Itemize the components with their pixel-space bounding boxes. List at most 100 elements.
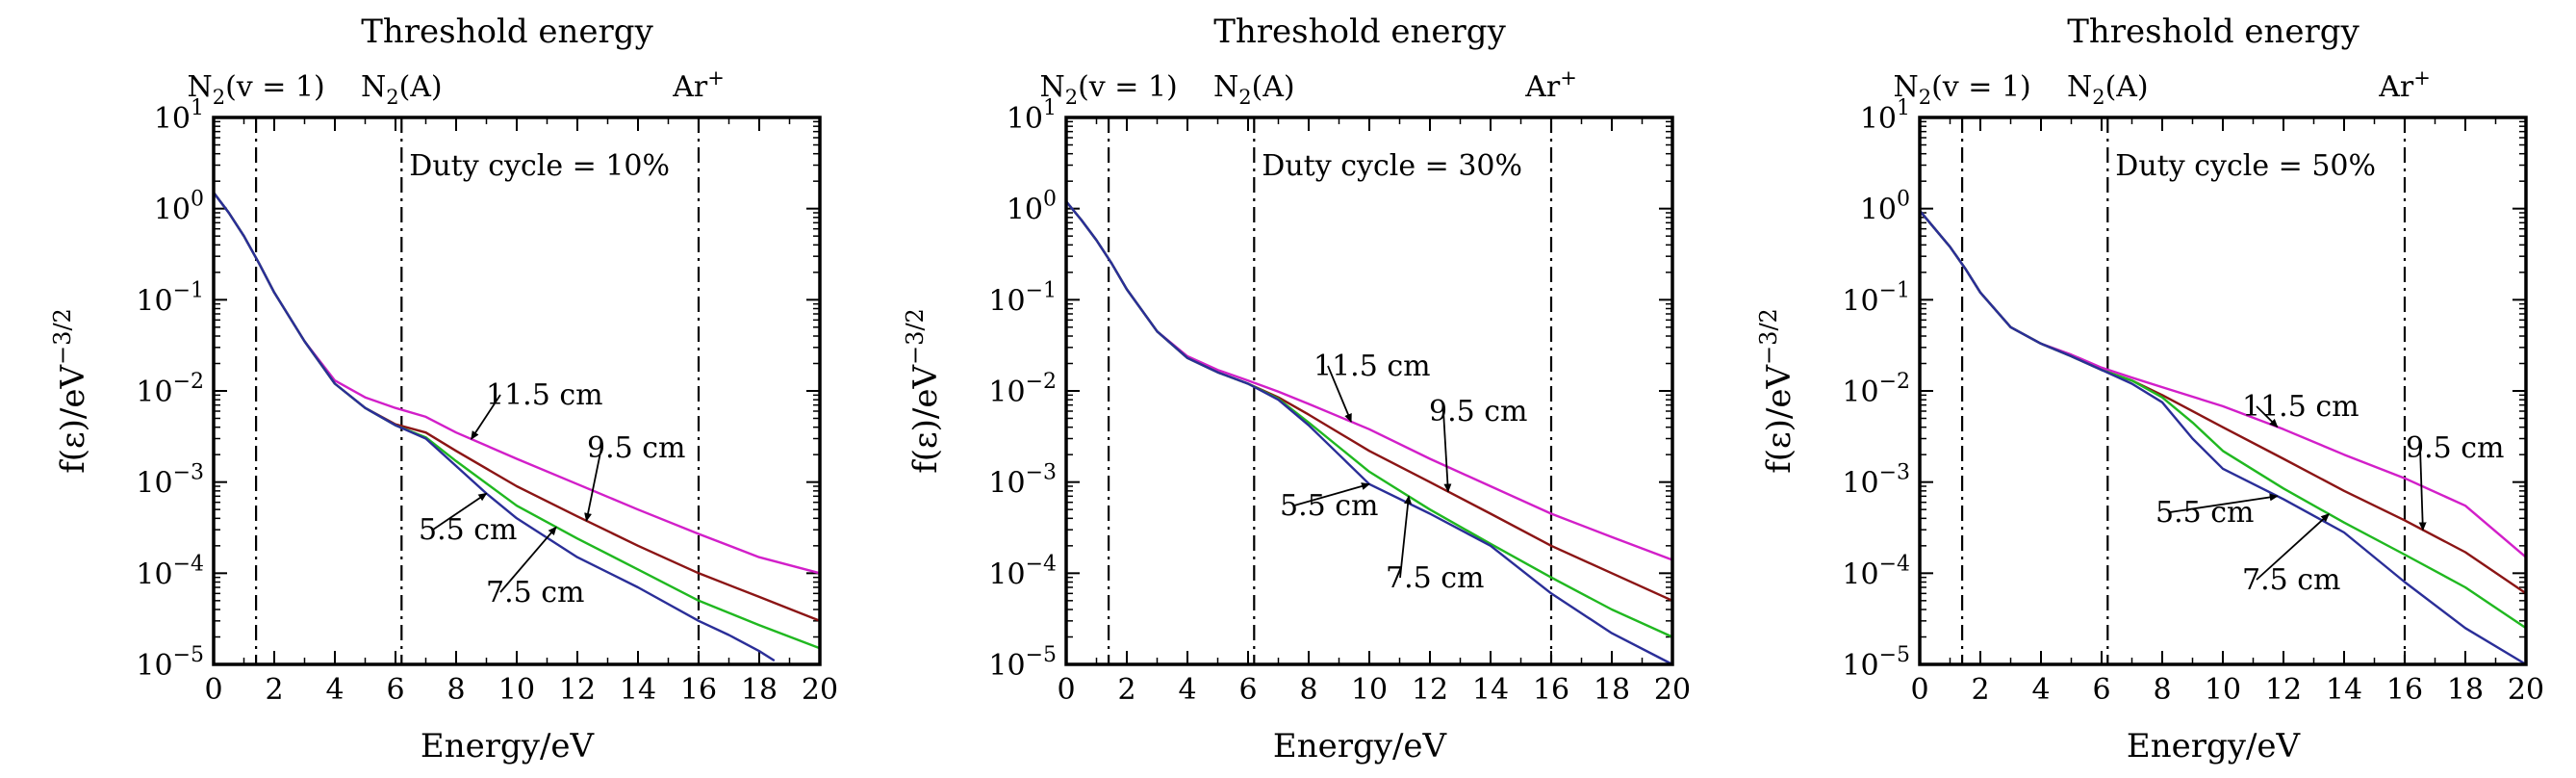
y-tick-label: 10−2 (1842, 370, 1910, 409)
series-label: 11.5 cm (2242, 390, 2359, 424)
y-tick-label: 10−1 (1842, 278, 1910, 318)
x-tick-label: 8 (1299, 673, 1317, 707)
threshold-label: Ar+ (2378, 66, 2431, 104)
plot-frame (212, 116, 822, 666)
x-tick-label: 14 (620, 673, 656, 707)
y-tick-label: 101 (154, 96, 204, 136)
label-arrow (1327, 365, 1352, 423)
x-tick-label: 4 (2031, 673, 2050, 707)
label-arrow (584, 447, 602, 522)
y-tick-label: 100 (154, 188, 204, 227)
y-tick-label: 10−3 (136, 461, 204, 501)
label-arrow (470, 394, 501, 440)
threshold-label: Ar+ (1524, 66, 1577, 104)
label-arrow (1399, 495, 1413, 579)
top-title: Threshold energy (361, 13, 653, 51)
series-label: 9.5 cm (1429, 395, 1528, 428)
x-tick-label: 0 (204, 673, 222, 707)
y-tick-label: 10−5 (136, 643, 204, 683)
y-tick-label: 10−1 (988, 278, 1057, 318)
label-arrow (2256, 405, 2279, 428)
x-tick-label: 10 (2205, 673, 2241, 707)
duty-cycle-annotation: Duty cycle = 50% (2115, 149, 2376, 183)
x-tick-label: 14 (2326, 673, 2362, 707)
x-tick-label: 16 (2386, 673, 2423, 707)
y-tick-label: 10−1 (136, 278, 204, 318)
duty-cycle-annotation: Duty cycle = 30% (1262, 149, 1522, 183)
y-tick-label: 10−4 (1842, 552, 1910, 591)
series-line-7-5-cm (1919, 210, 2527, 630)
x-tick-label: 6 (1238, 673, 1257, 707)
y-tick-label: 101 (1860, 96, 1910, 136)
threshold-label: N2(A) (1213, 70, 1295, 109)
x-tick-label: 8 (446, 673, 465, 707)
x-tick-label: 18 (741, 673, 778, 707)
x-tick-label: 12 (559, 673, 596, 707)
y-tick-label: 10−4 (988, 552, 1057, 591)
series-label: 11.5 cm (486, 378, 603, 412)
x-tick-label: 16 (680, 673, 717, 707)
threshold-label: N2(v = 1) (187, 70, 324, 109)
y-tick-label: 100 (1007, 188, 1057, 227)
duty-cycle-annotation: Duty cycle = 10% (409, 149, 670, 183)
series-label: 7.5 cm (1386, 561, 1485, 595)
panel-3: 0 2 4 6 8 10 12 14 16 18 20 101 100 10−1 10−2 10−3 10−4 1… (1755, 13, 2544, 765)
series-label: 11.5 cm (1314, 350, 1431, 383)
panel-2: 0 2 4 6 8 10 12 14 16 18 20 101 100 10−1 10−2 10−3 10−4 1… (902, 13, 1691, 765)
x-tick-label: 10 (1351, 673, 1388, 707)
y-tick-label: 101 (1007, 96, 1057, 136)
series-line-5-5-cm (1065, 200, 1673, 666)
series-label: 7.5 cm (2242, 563, 2341, 597)
y-tick-label: 10−2 (988, 370, 1057, 409)
threshold-label: N2(A) (361, 70, 443, 109)
threshold-label: N2(A) (2067, 70, 2149, 109)
x-tick-label: 10 (498, 673, 535, 707)
x-tick-label: 2 (1117, 673, 1135, 707)
y-tick-label: 10−5 (988, 643, 1057, 683)
y-tick-label: 10−3 (988, 461, 1057, 501)
x-tick-label: 4 (1178, 673, 1196, 707)
y-axis-title: f(ε)/eV−3/2 (49, 308, 92, 474)
label-arrow (2169, 493, 2279, 513)
y-tick-label: 10−2 (136, 370, 204, 409)
x-tick-label: 12 (1412, 673, 1448, 707)
x-tick-label: 2 (1971, 673, 1989, 707)
label-arrow (2418, 447, 2427, 532)
top-title: Threshold energy (2067, 13, 2359, 51)
x-axis-title: Energy/eV (1273, 727, 1448, 765)
series-label: 5.5 cm (1280, 489, 1379, 523)
series-label: 9.5 cm (587, 431, 686, 465)
x-tick-label: 20 (802, 673, 838, 707)
y-tick-label: 10−4 (136, 552, 204, 591)
x-tick-label: 18 (2447, 673, 2484, 707)
y-tick-label: 100 (1860, 188, 1910, 227)
plot-frame (1064, 116, 1674, 666)
x-tick-label: 14 (1472, 673, 1509, 707)
threshold-label: N2(v = 1) (1039, 70, 1177, 109)
series-label: 7.5 cm (486, 576, 585, 609)
x-tick-label: 0 (1910, 673, 1928, 707)
series-line-5-5-cm (1919, 210, 2527, 666)
series-label: 5.5 cm (2155, 496, 2255, 530)
x-tick-label: 6 (386, 673, 404, 707)
series-label: 9.5 cm (2406, 431, 2505, 465)
series-line-5-5-cm (213, 192, 776, 662)
x-tick-label: 18 (1594, 673, 1630, 707)
label-arrow (1293, 482, 1370, 506)
x-axis-title: Energy/eV (421, 727, 596, 765)
threshold-label: Ar+ (672, 66, 725, 104)
x-tick-label: 16 (1533, 673, 1569, 707)
threshold-label: N2(v = 1) (1893, 70, 2030, 109)
series-line-9-5-cm (1919, 210, 2527, 595)
label-arrow (499, 526, 557, 593)
label-arrow (432, 492, 488, 531)
x-tick-label: 12 (2265, 673, 2302, 707)
x-tick-label: 2 (265, 673, 283, 707)
x-tick-label: 4 (325, 673, 344, 707)
y-axis-title: f(ε)/eV−3/2 (902, 308, 945, 474)
x-tick-label: 0 (1057, 673, 1075, 707)
x-tick-label: 8 (2153, 673, 2171, 707)
x-tick-label: 6 (2092, 673, 2110, 707)
series-line-7-5-cm (1065, 200, 1673, 638)
